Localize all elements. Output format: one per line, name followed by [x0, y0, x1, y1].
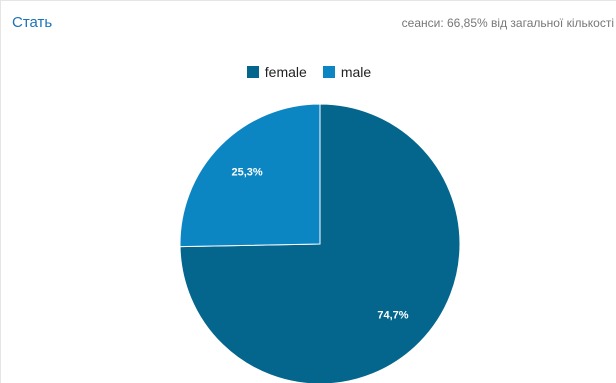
- legend-swatch-male: [322, 66, 335, 78]
- pie-slice-female[interactable]: [179, 103, 461, 383]
- legend-label-male: male: [340, 64, 372, 80]
- legend-item-male[interactable]: male: [322, 64, 372, 80]
- pie-slices: [179, 103, 461, 383]
- sessions-share-caption: сеанси: 66,85% від загальної кількості: [401, 16, 614, 30]
- pie-slice-male[interactable]: [179, 103, 321, 248]
- legend-swatch-female: [246, 66, 259, 78]
- chart-legend: female male: [1, 64, 616, 80]
- legend-label-female: female: [264, 64, 307, 80]
- pie-labels: 74,7% 25,3%: [231, 166, 408, 321]
- legend-item-female[interactable]: female: [246, 64, 307, 80]
- pie-label-male: 25,3%: [231, 166, 262, 178]
- chart-title-link[interactable]: Стать: [12, 14, 53, 31]
- pie-label-female: 74,7%: [377, 309, 408, 321]
